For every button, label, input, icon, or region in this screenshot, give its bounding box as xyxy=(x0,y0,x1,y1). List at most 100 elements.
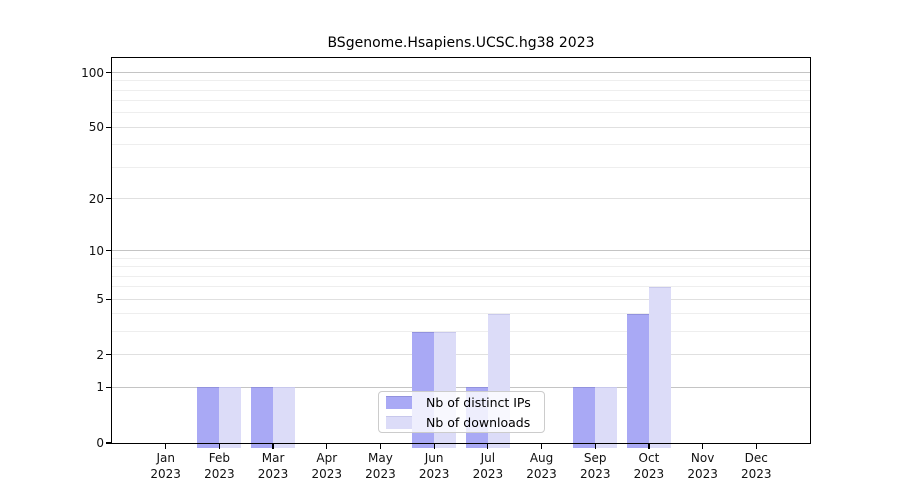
x-axis-tick-mark xyxy=(540,444,543,449)
bar-distinct-ips xyxy=(573,387,596,448)
x-axis-tick-mark xyxy=(648,444,650,449)
x-axis-tick-mark xyxy=(702,444,704,449)
y-axis-tick-label: 100 xyxy=(81,65,104,80)
legend-label-distinct-ips: Nb of distinct IPs xyxy=(426,394,531,410)
y-axis-tick-label: 2 xyxy=(96,347,104,362)
spine-top xyxy=(111,57,811,59)
bar-downloads xyxy=(219,387,242,448)
gridline-minor xyxy=(112,266,810,268)
gridline-mid xyxy=(112,298,810,300)
y-axis-tick-mark xyxy=(106,197,112,200)
x-label-year: 2023 xyxy=(633,466,665,481)
x-label-month: Dec xyxy=(744,451,768,465)
gridlines-layer xyxy=(112,58,810,448)
x-axis-tick-label: Feb 2023 xyxy=(191,451,247,482)
gridline-minor xyxy=(112,144,810,146)
gridline-major xyxy=(112,386,810,388)
y-axis-tick-label: 0 xyxy=(96,436,104,450)
x-label-month: Oct xyxy=(638,451,660,465)
y-axis-tick-label: 1 xyxy=(96,380,104,395)
x-label-month: Nov xyxy=(690,451,715,465)
bar-distinct-ips xyxy=(197,387,220,448)
y-axis-tick-mark xyxy=(106,249,112,252)
x-axis-tick-mark xyxy=(379,444,382,449)
x-label-month: Mar xyxy=(261,451,285,465)
gridline-mid xyxy=(112,198,810,200)
bar-distinct-ips xyxy=(251,387,274,448)
x-label-month: Aug xyxy=(529,451,554,465)
gridline-minor xyxy=(112,313,810,315)
gridline-mid xyxy=(112,354,810,356)
x-label-month: Apr xyxy=(316,451,338,465)
gridline-mid xyxy=(112,126,810,128)
y-axis-tick-label: 10 xyxy=(88,243,104,258)
bar-distinct-ips xyxy=(626,313,649,448)
bar-downloads xyxy=(273,387,296,448)
x-axis-tick-label: Jul 2023 xyxy=(460,451,516,482)
x-label-month: Feb xyxy=(208,451,230,465)
x-axis-tick-mark xyxy=(272,444,274,449)
x-label-year: 2023 xyxy=(204,466,235,481)
y-axis-tick-mark xyxy=(106,71,112,74)
gridline-minor xyxy=(112,80,810,82)
x-label-month: Jun xyxy=(424,451,444,465)
legend-swatch-distinct-ips xyxy=(386,395,412,409)
gridline-minor xyxy=(112,112,810,114)
x-axis-tick-mark xyxy=(755,444,757,449)
legend-row-downloads: Nb of downloads xyxy=(386,412,544,432)
y-axis-tick-label: 5 xyxy=(96,292,104,307)
y-axis-tick-mark xyxy=(106,298,112,300)
x-label-year: 2023 xyxy=(257,466,289,481)
x-label-year: 2023 xyxy=(418,466,450,481)
gridline-minor xyxy=(112,286,810,288)
x-label-year: 2023 xyxy=(526,466,557,481)
y-axis-tick-mark xyxy=(106,442,112,444)
gridline-minor xyxy=(112,257,810,259)
x-axis-tick-mark xyxy=(594,444,596,449)
x-label-month: Jan xyxy=(156,451,175,465)
x-label-year: 2023 xyxy=(741,466,772,481)
legend-swatch-downloads xyxy=(386,415,412,429)
x-axis-tick-label: Jan 2023 xyxy=(138,451,194,482)
x-axis-tick-label: Apr 2023 xyxy=(299,451,355,482)
y-axis-tick-mark xyxy=(106,126,112,128)
gridline-minor xyxy=(112,275,810,277)
legend: Nb of distinct IPs Nb of downloads xyxy=(378,391,545,433)
gridline-minor xyxy=(112,166,810,168)
y-axis-tick-mark xyxy=(106,354,112,356)
x-axis-tick-label: Sep 2023 xyxy=(567,451,623,482)
bars-layer xyxy=(112,58,810,448)
x-label-month: May xyxy=(368,451,393,465)
x-axis-tick-label: Oct 2023 xyxy=(621,451,677,482)
x-label-year: 2023 xyxy=(687,466,718,481)
x-axis-tick-mark xyxy=(165,444,167,449)
x-label-year: 2023 xyxy=(472,466,504,481)
x-axis-tick-label: Nov 2023 xyxy=(675,451,731,482)
spine-right xyxy=(810,57,812,444)
gridline-major xyxy=(112,72,810,73)
gridline-minor xyxy=(112,89,810,91)
x-label-year: 2023 xyxy=(150,466,181,481)
x-label-month: Sep xyxy=(583,451,607,465)
x-axis-tick-mark xyxy=(433,444,435,449)
x-axis-tick-label: Jun 2023 xyxy=(406,451,462,482)
gridline-major xyxy=(112,250,810,251)
x-axis-tick-label: Aug 2023 xyxy=(514,451,570,482)
bar-downloads xyxy=(648,286,671,448)
gridline-minor xyxy=(112,331,810,333)
x-axis-tick-mark xyxy=(487,444,489,449)
x-label-year: 2023 xyxy=(579,466,611,481)
y-axis-tick-label: 50 xyxy=(88,120,104,135)
x-axis-tick-mark xyxy=(218,444,220,449)
spine-bottom xyxy=(111,443,811,445)
legend-row-distinct-ips: Nb of distinct IPs xyxy=(386,392,544,412)
y-axis-tick-label: 20 xyxy=(88,191,104,206)
x-label-year: 2023 xyxy=(311,466,343,481)
gridline-minor xyxy=(112,100,810,102)
y-axis-tick-mark xyxy=(106,386,112,388)
x-axis-tick-label: May 2023 xyxy=(352,451,408,482)
bar-downloads xyxy=(595,387,618,448)
x-label-year: 2023 xyxy=(365,466,396,481)
x-axis-tick-label: Mar 2023 xyxy=(245,451,301,482)
